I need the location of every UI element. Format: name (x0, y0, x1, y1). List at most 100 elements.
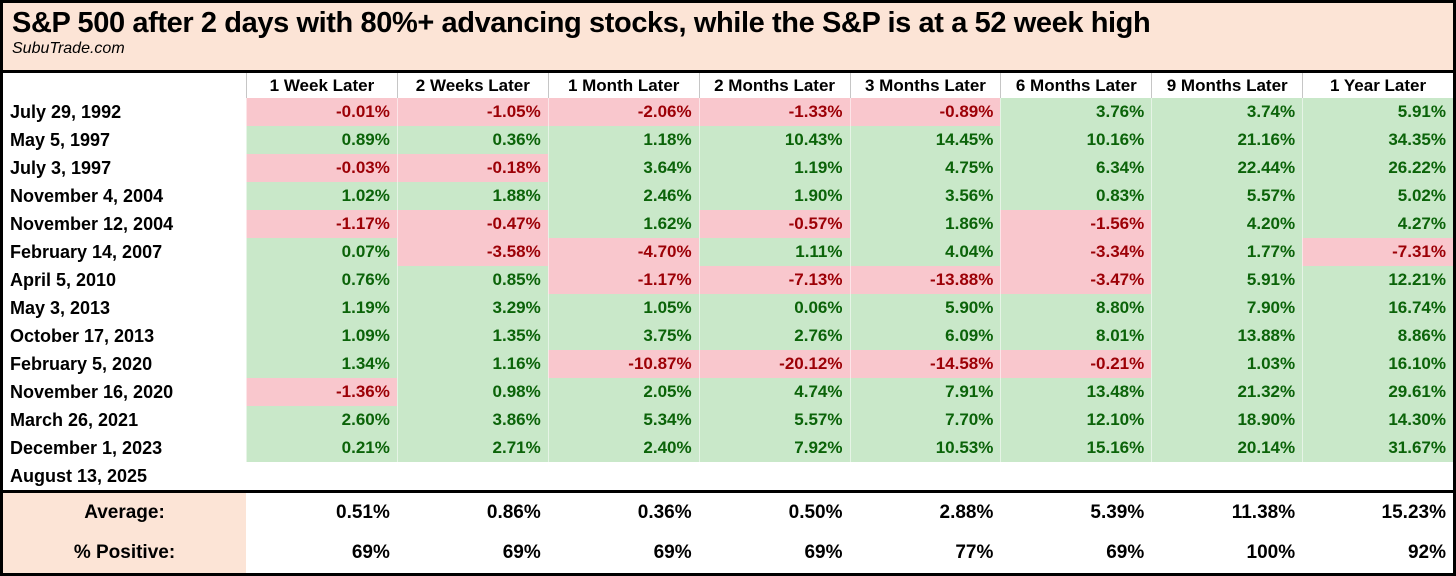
pct-cell: 5.34% (547, 406, 699, 435)
pct-cell: 2.05% (547, 378, 699, 407)
pct-cell: 7.91% (849, 378, 1001, 407)
pct-cell: -2.06% (547, 98, 699, 127)
summary-value: 5.39% (1000, 493, 1152, 533)
pct-cell (1302, 462, 1453, 490)
pct-cell: 8.86% (1302, 322, 1453, 351)
pct-cell: 0.36% (396, 126, 548, 155)
pct-cell: 0.85% (396, 266, 548, 295)
pct-cell: 3.74% (1151, 98, 1303, 127)
pct-cell: 0.98% (396, 378, 548, 407)
pct-cell: -1.17% (547, 266, 699, 295)
pct-cell: 2.46% (547, 182, 699, 211)
pct-cell: -1.56% (1000, 210, 1152, 239)
pct-cell: 4.74% (698, 378, 850, 407)
summary-row: % Positive: 69% 69% 69% 69% 77% 69% 100% 92% (3, 533, 1453, 573)
pct-cell: 5.91% (1302, 98, 1453, 127)
pct-cell: 1.77% (1151, 238, 1303, 267)
pct-cell: 1.34% (246, 350, 397, 379)
summary-value: 69% (246, 533, 397, 573)
summary-value: 69% (698, 533, 850, 573)
table-row: December 1, 2023 0.21% 2.71% 2.40% 7.92% 10.5… (3, 434, 1453, 463)
pct-cell: 0.89% (246, 126, 397, 155)
pct-cell: 2.60% (246, 406, 397, 435)
row-date: November 16, 2020 (3, 378, 246, 407)
pct-cell: -1.17% (246, 210, 397, 239)
pct-cell: 1.35% (396, 322, 548, 351)
pct-cell: 18.90% (1151, 406, 1303, 435)
pct-cell: 20.14% (1151, 434, 1303, 463)
pct-cell: 4.75% (849, 154, 1001, 183)
table-row: November 16, 2020 -1.36% 0.98% 2.05% 4.74% 7.… (3, 378, 1453, 407)
pct-cell (849, 462, 1001, 490)
pct-cell: 6.34% (1000, 154, 1152, 183)
row-date: December 1, 2023 (3, 434, 246, 463)
summary-value: 0.51% (246, 493, 397, 533)
pct-cell: -0.57% (698, 210, 850, 239)
pct-cell: 0.21% (246, 434, 397, 463)
column-header: 9 Months Later (1151, 73, 1302, 98)
table-row: March 26, 2021 2.60% 3.86% 5.34% 5.57% 7.70% 1… (3, 406, 1453, 435)
summary-value: 69% (1000, 533, 1152, 573)
pct-cell: 34.35% (1302, 126, 1453, 155)
pct-cell: 22.44% (1151, 154, 1303, 183)
pct-cell: 3.75% (547, 322, 699, 351)
row-date: July 29, 1992 (3, 98, 246, 127)
table-row: April 5, 2010 0.76% 0.85% -1.17% -7.13% -13.8… (3, 266, 1453, 295)
pct-cell: 10.53% (849, 434, 1001, 463)
row-date: March 26, 2021 (3, 406, 246, 435)
pct-cell: -1.05% (396, 98, 548, 127)
pct-cell: 29.61% (1302, 378, 1453, 407)
pct-cell: -0.01% (246, 98, 397, 127)
table-row: July 3, 1997 -0.03% -0.18% 3.64% 1.19% 4.75% 6… (3, 154, 1453, 183)
pct-cell: 8.80% (1000, 294, 1152, 323)
pct-cell: -1.33% (698, 98, 850, 127)
pct-cell: 4.04% (849, 238, 1001, 267)
summary-value: 0.36% (547, 493, 699, 533)
summary-label: Average: (3, 493, 246, 533)
summary-value: 2.88% (849, 493, 1001, 533)
pct-cell: 12.21% (1302, 266, 1453, 295)
title-block: S&P 500 after 2 days with 80%+ advancing… (3, 3, 1453, 73)
corner-cell (3, 73, 246, 98)
pct-cell: -3.34% (1000, 238, 1152, 267)
pct-cell: 8.01% (1000, 322, 1152, 351)
pct-cell: 1.11% (698, 238, 850, 267)
pct-cell: 16.74% (1302, 294, 1453, 323)
column-header: 2 Weeks Later (396, 73, 548, 98)
summary-value: 92% (1302, 533, 1453, 573)
pct-cell: 16.10% (1302, 350, 1453, 379)
pct-cell: 3.64% (547, 154, 699, 183)
pct-cell: -13.88% (849, 266, 1001, 295)
pct-cell: 10.43% (698, 126, 850, 155)
pct-cell: 0.83% (1000, 182, 1152, 211)
pct-cell: 1.19% (698, 154, 850, 183)
pct-cell: 12.10% (1000, 406, 1152, 435)
pct-cell: 3.86% (396, 406, 548, 435)
pct-cell: 2.40% (547, 434, 699, 463)
column-header: 1 Month Later (547, 73, 699, 98)
pct-cell: -0.03% (246, 154, 397, 183)
pct-cell: 1.62% (547, 210, 699, 239)
column-header: 3 Months Later (849, 73, 1001, 98)
pct-cell: 2.76% (698, 322, 850, 351)
row-date: July 3, 1997 (3, 154, 246, 183)
source-credit: SubuTrade.com (12, 40, 125, 58)
pct-cell: 21.32% (1151, 378, 1303, 407)
pct-cell: -0.89% (849, 98, 1001, 127)
table-row: February 14, 2007 0.07% -3.58% -4.70% 1.11% 4… (3, 238, 1453, 267)
summary-section: Average: 0.51% 0.86% 0.36% 0.50% 2.88% 5.39% 11… (3, 493, 1453, 573)
pct-cell (1000, 462, 1152, 490)
page-title: S&P 500 after 2 days with 80%+ advancing… (12, 7, 1151, 39)
pct-cell: 1.05% (547, 294, 699, 323)
pct-cell: 1.18% (547, 126, 699, 155)
column-header: 6 Months Later (1000, 73, 1151, 98)
table-row: May 5, 1997 0.89% 0.36% 1.18% 10.43% 14.45% 10… (3, 126, 1453, 155)
table-row: May 3, 2013 1.19% 3.29% 1.05% 0.06% 5.90% 8.80… (3, 294, 1453, 323)
table-row: October 17, 2013 1.09% 1.35% 3.75% 2.76% 6.09… (3, 322, 1453, 351)
summary-value: 0.50% (698, 493, 850, 533)
pct-cell: 13.48% (1000, 378, 1152, 407)
pct-cell: 1.02% (246, 182, 397, 211)
pct-cell: 2.71% (396, 434, 548, 463)
pct-cell: 7.92% (698, 434, 850, 463)
pct-cell: 0.76% (246, 266, 397, 295)
